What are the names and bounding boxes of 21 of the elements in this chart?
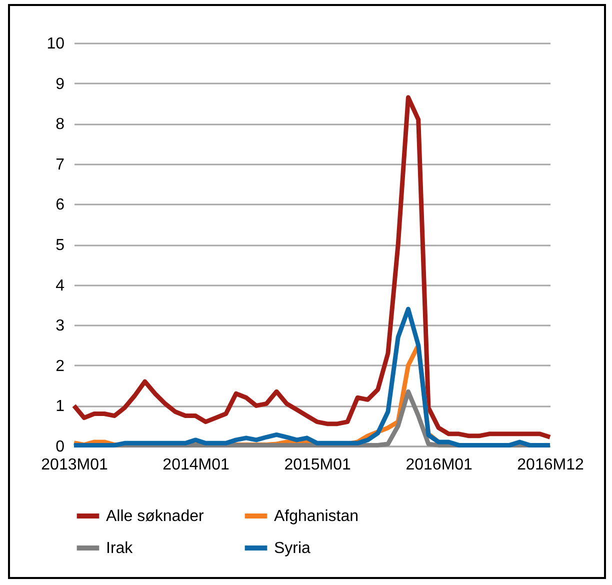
legend-label: Afghanistan — [274, 508, 359, 525]
y-tick-label: 1 — [56, 398, 65, 416]
y-tick-label: 8 — [56, 116, 65, 134]
y-tick-label: 0 — [56, 438, 65, 456]
legend-label: Alle søknader — [106, 508, 204, 525]
y-tick-label: 9 — [56, 76, 65, 93]
y-tick-label: 5 — [56, 237, 65, 254]
x-tick-label: 2015M01 — [284, 456, 352, 474]
y-tick-label: 7 — [56, 156, 65, 174]
x-tick-label: 2014M01 — [162, 456, 230, 474]
y-tick-label: 2 — [56, 358, 65, 375]
y-tick-label: 10 — [46, 36, 65, 52]
x-tick-label: 2016M12 — [517, 456, 584, 474]
y-tick-label: 3 — [56, 318, 65, 335]
x-tick-label: 2016M01 — [406, 456, 473, 474]
legend-label: Syria — [274, 540, 311, 557]
line-series — [72, 95, 552, 440]
legend-label: Irak — [106, 540, 134, 557]
x-tick-label: 2013M01 — [41, 456, 108, 474]
y-tick-label: 4 — [56, 277, 65, 294]
y-tick-label: 6 — [56, 196, 65, 214]
